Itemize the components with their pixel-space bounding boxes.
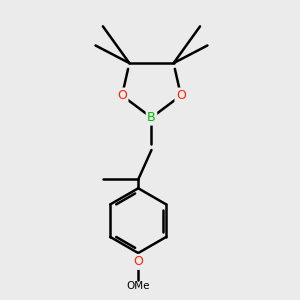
Text: O: O <box>133 255 143 268</box>
Text: O: O <box>117 89 127 102</box>
Text: O: O <box>176 89 186 102</box>
Text: OMe: OMe <box>127 281 150 291</box>
Text: B: B <box>147 111 156 124</box>
